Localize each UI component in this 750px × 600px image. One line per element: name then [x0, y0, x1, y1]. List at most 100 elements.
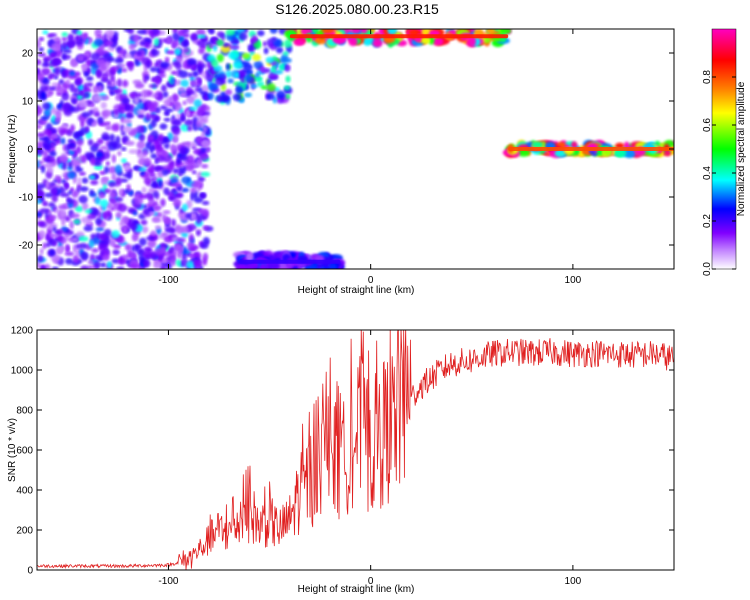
spectrogram-cell	[78, 195, 88, 204]
spectrogram-cell	[197, 65, 203, 74]
spectrogram-cell	[90, 179, 99, 186]
spectrogram-cell	[86, 82, 94, 88]
spectrogram-cell	[259, 263, 267, 269]
spectrogram-y-tick-label: 0	[27, 145, 33, 156]
snr-x-tick-label: 100	[565, 576, 582, 587]
spectrogram-cell	[39, 85, 49, 92]
spectrogram-cell	[87, 260, 95, 265]
spectrogram-cell	[200, 85, 210, 92]
spectrogram-cell	[122, 125, 133, 133]
spectrogram-cell	[155, 145, 164, 152]
spectrogram-cell	[279, 64, 285, 71]
spectrogram-cell	[37, 212, 42, 217]
spectrogram-cell	[193, 259, 203, 267]
spectrogram-cell	[197, 158, 202, 164]
spectrogram-cell	[55, 209, 60, 214]
spectrogram-cell	[241, 60, 250, 67]
spectrogram-cell	[152, 180, 158, 188]
spectrogram-cell	[120, 178, 129, 183]
spectrogram-cell	[106, 79, 111, 86]
spectrogram-cell	[270, 36, 278, 42]
spectrogram-cell	[170, 144, 178, 152]
spectrogram-cell	[225, 89, 233, 96]
spectrogram-cell	[199, 193, 206, 200]
spectrogram-cell	[129, 263, 140, 269]
spectrogram-cell	[187, 125, 193, 132]
spectrogram-cell	[215, 94, 223, 103]
spectrogram-cell	[95, 227, 105, 232]
spectrogram-cell	[103, 33, 108, 43]
spectrogram-cell	[185, 212, 191, 219]
colorbar-ticks: 0.0 0.2 0.4 0.6 0.8	[702, 70, 736, 276]
spectrogram-cell	[37, 52, 47, 57]
spectrogram-cell	[111, 258, 120, 264]
spectrogram-cell	[285, 93, 291, 100]
spectrogram-cell	[76, 30, 83, 36]
spectrogram-cell	[87, 214, 97, 220]
spectrogram-cell	[105, 161, 110, 166]
spectrogram-cell	[103, 52, 112, 61]
spectrogram-cell	[100, 262, 107, 268]
spectrogram-cell	[78, 99, 88, 108]
spectrogram-cell	[123, 163, 131, 171]
spectrogram-cell	[156, 92, 164, 102]
spectrogram-cell	[154, 76, 161, 86]
spectrogram-cell	[115, 93, 121, 101]
spectrogram-cell	[190, 187, 196, 194]
spectrogram-cell	[62, 48, 72, 54]
spectrogram-cell	[83, 82, 88, 92]
spectrogram-cell	[109, 191, 117, 199]
spectrogram-cell	[284, 64, 291, 72]
spectrogram-cell	[148, 199, 154, 206]
spectrogram-cell	[262, 41, 267, 47]
spectrogram-cell	[216, 31, 225, 38]
spectrogram-cell	[64, 251, 75, 256]
spectrogram-cell	[174, 48, 181, 56]
spectrogram-cell	[363, 37, 372, 46]
spectrogram-cell	[149, 250, 158, 259]
spectrogram-cell	[78, 236, 89, 242]
spectrogram-cell	[163, 187, 170, 196]
spectrogram-cell	[116, 266, 125, 269]
spectrogram-cell	[52, 240, 58, 247]
spectrogram-cell	[182, 47, 190, 54]
spectrogram-cell	[69, 220, 74, 230]
spectrogram-cell	[50, 253, 61, 263]
spectrogram-cell	[44, 108, 51, 117]
spectrogram-cell	[67, 198, 74, 205]
spectrogram-cell	[176, 237, 186, 243]
spectrogram-cell	[129, 222, 138, 231]
spectrogram-cell	[111, 172, 117, 182]
spectrogram-cell	[146, 166, 153, 174]
spectrogram-cell	[144, 41, 150, 48]
spectrogram-cell	[179, 146, 187, 156]
spectrogram-cell	[276, 39, 283, 48]
spectrogram-cell	[360, 29, 368, 34]
spectrogram-cell	[163, 142, 170, 149]
spectrogram-cell	[143, 259, 151, 268]
spectrogram-cell	[93, 261, 102, 269]
spectrogram-cell	[623, 149, 636, 159]
spectrogram-cell	[531, 141, 544, 148]
spectrogram-cell	[54, 175, 62, 181]
spectrogram-cell	[172, 126, 181, 136]
spectrogram-cell	[85, 76, 94, 82]
spectrogram-cell	[70, 59, 78, 67]
spectrogram-cell	[201, 200, 210, 206]
spectrogram-cell	[72, 254, 80, 264]
spectrogram-cell	[198, 47, 205, 55]
spectrogram-cell	[85, 125, 90, 133]
spectrogram-cell	[51, 226, 58, 232]
spectrogram-cell	[152, 216, 160, 223]
spectrogram-cell	[152, 191, 160, 199]
spectrogram-cell	[37, 106, 43, 115]
spectrogram-cell	[138, 237, 147, 246]
spectrogram-cell	[216, 53, 224, 63]
spectrogram-cell	[203, 126, 207, 133]
spectrogram-cell	[97, 85, 103, 93]
spectrogram-cell	[163, 117, 171, 122]
snr-x-label: Height of straight line (km)	[298, 584, 415, 595]
spectrogram-cell	[43, 139, 50, 149]
snr-y-tick-label: 600	[16, 446, 33, 457]
